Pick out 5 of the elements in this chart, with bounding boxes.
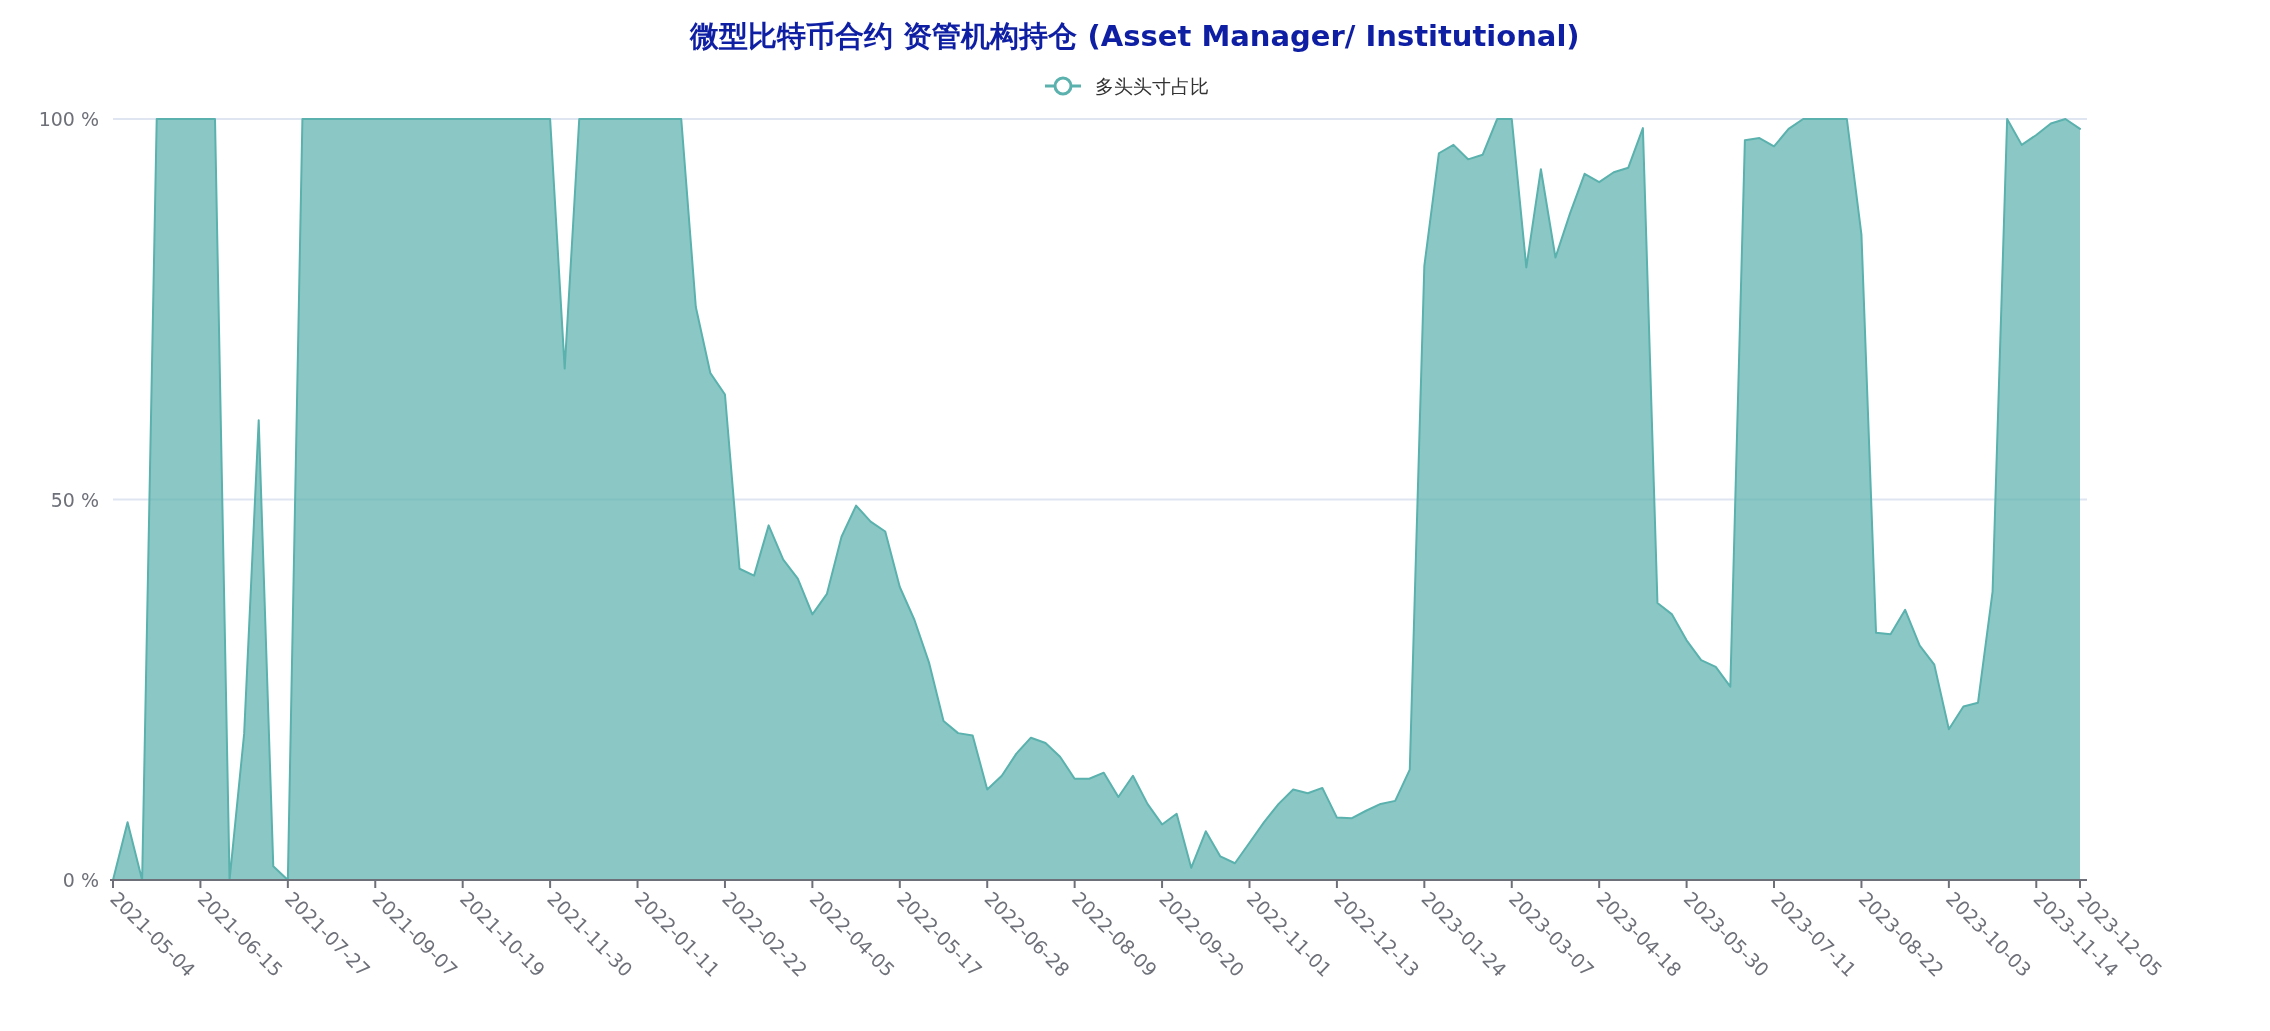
y-tick-label: 100 % — [38, 108, 99, 130]
y-tick-label: 0 % — [62, 869, 99, 891]
chart-title: 微型比特币合约 资管机构持仓 (Asset Manager/ Institutional) — [689, 19, 1580, 53]
y-tick-label: 50 % — [50, 488, 99, 511]
legend-label: 多头头寸占比 — [1095, 75, 1209, 97]
